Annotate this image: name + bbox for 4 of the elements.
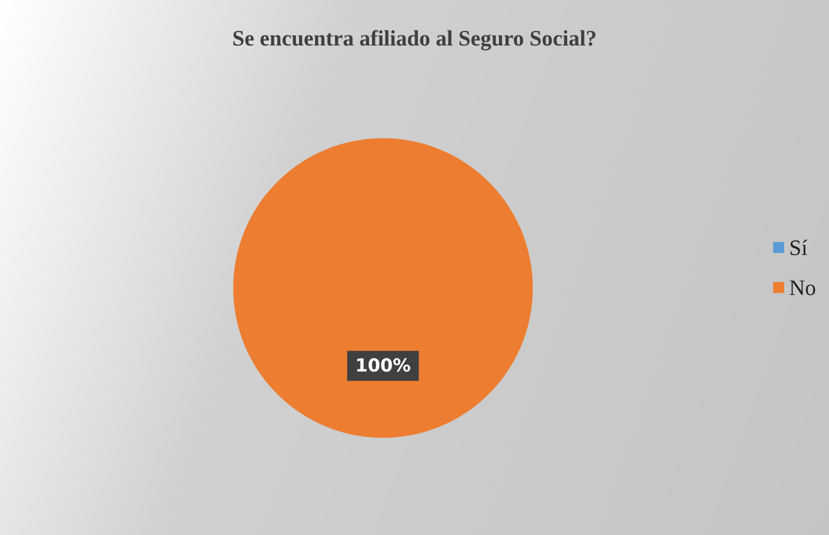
data-label: 100% [355,355,411,376]
legend-label: No [789,275,816,300]
legend-label: Sí [789,235,808,260]
chart-title: Se encuentra afiliado al Seguro Social? [232,26,597,50]
